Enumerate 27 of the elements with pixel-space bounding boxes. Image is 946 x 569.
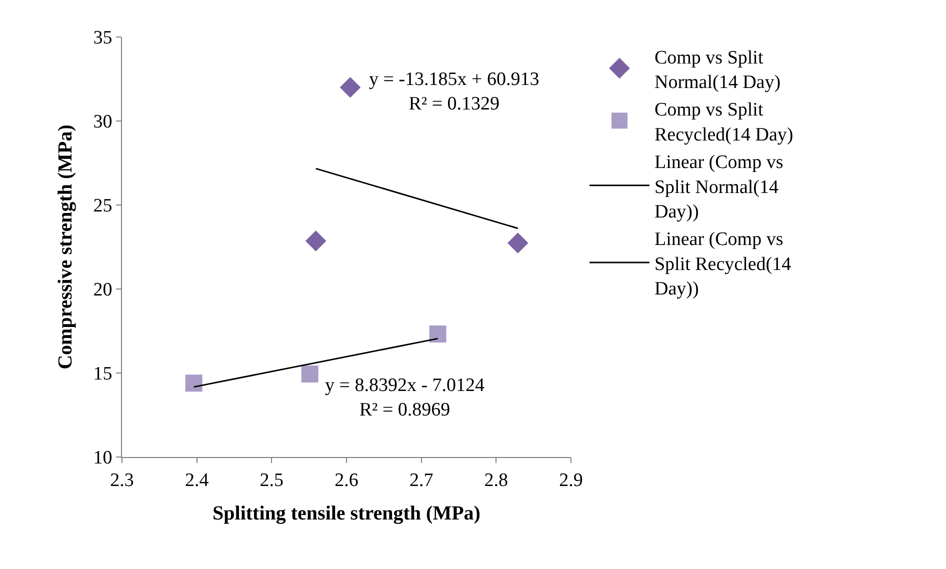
y-tick-label: 20: [93, 280, 112, 301]
legend-label: Comp vs Split Recycled(14 Day): [654, 100, 794, 146]
y-axis-title: Compressive strength (MPa): [54, 124, 77, 370]
point: [340, 77, 361, 98]
x-tick-label: 2.6: [334, 470, 358, 491]
x-tick-label: 2.3: [110, 470, 134, 491]
y-tick-label: 15: [93, 364, 112, 385]
point: [301, 366, 318, 383]
annotation: y = -13.185x + 60.913 R² = 0.1329: [369, 69, 540, 115]
annotation: y = 8.8392x - 7.0124 R² = 0.8969: [325, 375, 486, 421]
y-tick-label: 30: [93, 112, 112, 133]
legend-label: Comp vs Split Normal(14 Day): [654, 47, 781, 93]
y-tick-label: 25: [93, 196, 112, 217]
x-tick-label: 2.4: [184, 470, 210, 491]
y-tick-label: 10: [93, 448, 112, 469]
x-tick-label: 2.7: [409, 470, 434, 491]
point: [185, 374, 202, 392]
x-tick-label: 2.5: [260, 470, 284, 491]
x-tick-label: 2.8: [484, 470, 508, 491]
x-tick-label: 2.9: [559, 470, 583, 491]
point: [429, 326, 446, 343]
legend-label: Linear (Comp vs Split Recycled(14 Day)): [654, 229, 792, 300]
point: [305, 230, 326, 252]
x-axis-title: Splitting tensile strength (MPa): [212, 502, 480, 524]
y-tick-label: 35: [93, 28, 112, 49]
legend-label: Linear (Comp vs Split Normal(14 Day)): [654, 152, 784, 222]
point: [507, 232, 528, 254]
